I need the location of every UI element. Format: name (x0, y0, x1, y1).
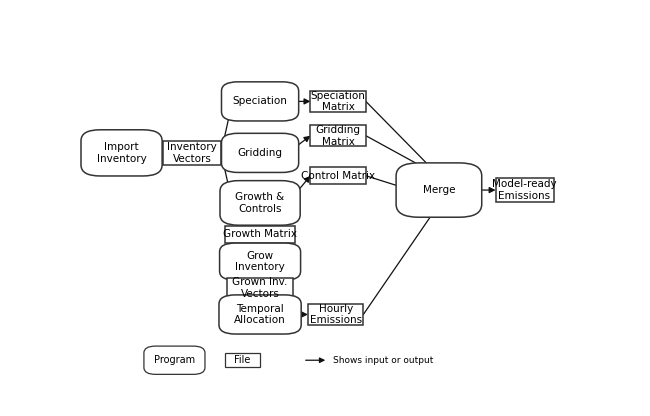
FancyBboxPatch shape (144, 346, 205, 374)
Text: Control Matrix: Control Matrix (301, 171, 375, 181)
FancyBboxPatch shape (220, 243, 300, 280)
Text: Model-ready
Emissions: Model-ready Emissions (492, 179, 557, 201)
FancyBboxPatch shape (396, 163, 482, 217)
FancyBboxPatch shape (311, 167, 366, 184)
FancyBboxPatch shape (219, 295, 301, 334)
Text: Grow
Inventory: Grow Inventory (235, 251, 285, 272)
FancyBboxPatch shape (81, 130, 162, 176)
Text: Hourly
Emissions: Hourly Emissions (309, 304, 361, 325)
Text: Speciation
Matrix: Speciation Matrix (311, 91, 365, 112)
Text: Speciation: Speciation (233, 97, 287, 106)
Text: Inventory
Vectors: Inventory Vectors (167, 142, 217, 163)
Text: Growth &
Controls: Growth & Controls (235, 192, 285, 214)
FancyBboxPatch shape (495, 178, 554, 202)
FancyBboxPatch shape (311, 126, 366, 146)
Text: Merge: Merge (422, 185, 455, 195)
Text: Gridding: Gridding (238, 148, 283, 158)
FancyBboxPatch shape (222, 133, 298, 173)
FancyBboxPatch shape (308, 304, 363, 325)
FancyBboxPatch shape (220, 181, 300, 225)
Text: Shows input or output: Shows input or output (333, 356, 434, 365)
FancyBboxPatch shape (222, 82, 298, 121)
Text: Gridding
Matrix: Gridding Matrix (316, 125, 361, 146)
FancyBboxPatch shape (163, 141, 221, 165)
FancyBboxPatch shape (227, 278, 292, 297)
Text: Import
Inventory: Import Inventory (97, 142, 146, 163)
FancyBboxPatch shape (311, 91, 366, 112)
Text: Program: Program (154, 355, 195, 365)
Text: Temporal
Allocation: Temporal Allocation (234, 304, 286, 325)
FancyBboxPatch shape (225, 226, 295, 243)
Text: Grown Inv.
Vectors: Grown Inv. Vectors (233, 277, 288, 299)
Text: Growth Matrix: Growth Matrix (223, 229, 297, 239)
Text: File: File (234, 355, 251, 365)
FancyBboxPatch shape (225, 353, 260, 367)
